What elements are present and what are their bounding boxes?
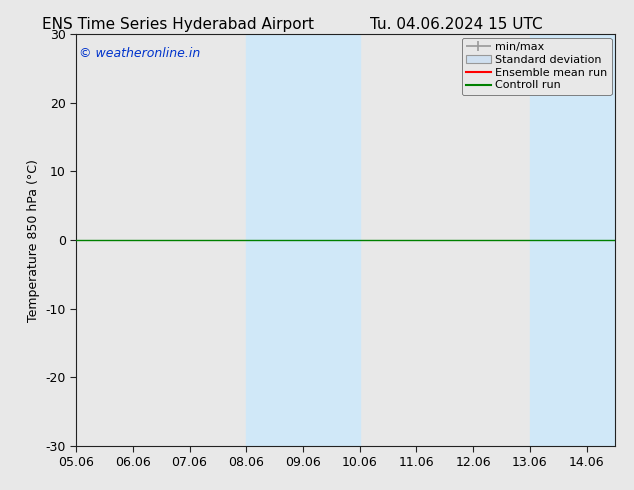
Bar <box>530 34 615 446</box>
Y-axis label: Temperature 850 hPa (°C): Temperature 850 hPa (°C) <box>27 159 40 321</box>
Bar <box>246 34 359 446</box>
Text: ENS Time Series Hyderabad Airport: ENS Time Series Hyderabad Airport <box>41 17 314 32</box>
Legend: min/max, Standard deviation, Ensemble mean run, Controll run: min/max, Standard deviation, Ensemble me… <box>462 38 612 95</box>
Text: © weatheronline.in: © weatheronline.in <box>79 47 200 60</box>
Text: Tu. 04.06.2024 15 UTC: Tu. 04.06.2024 15 UTC <box>370 17 543 32</box>
